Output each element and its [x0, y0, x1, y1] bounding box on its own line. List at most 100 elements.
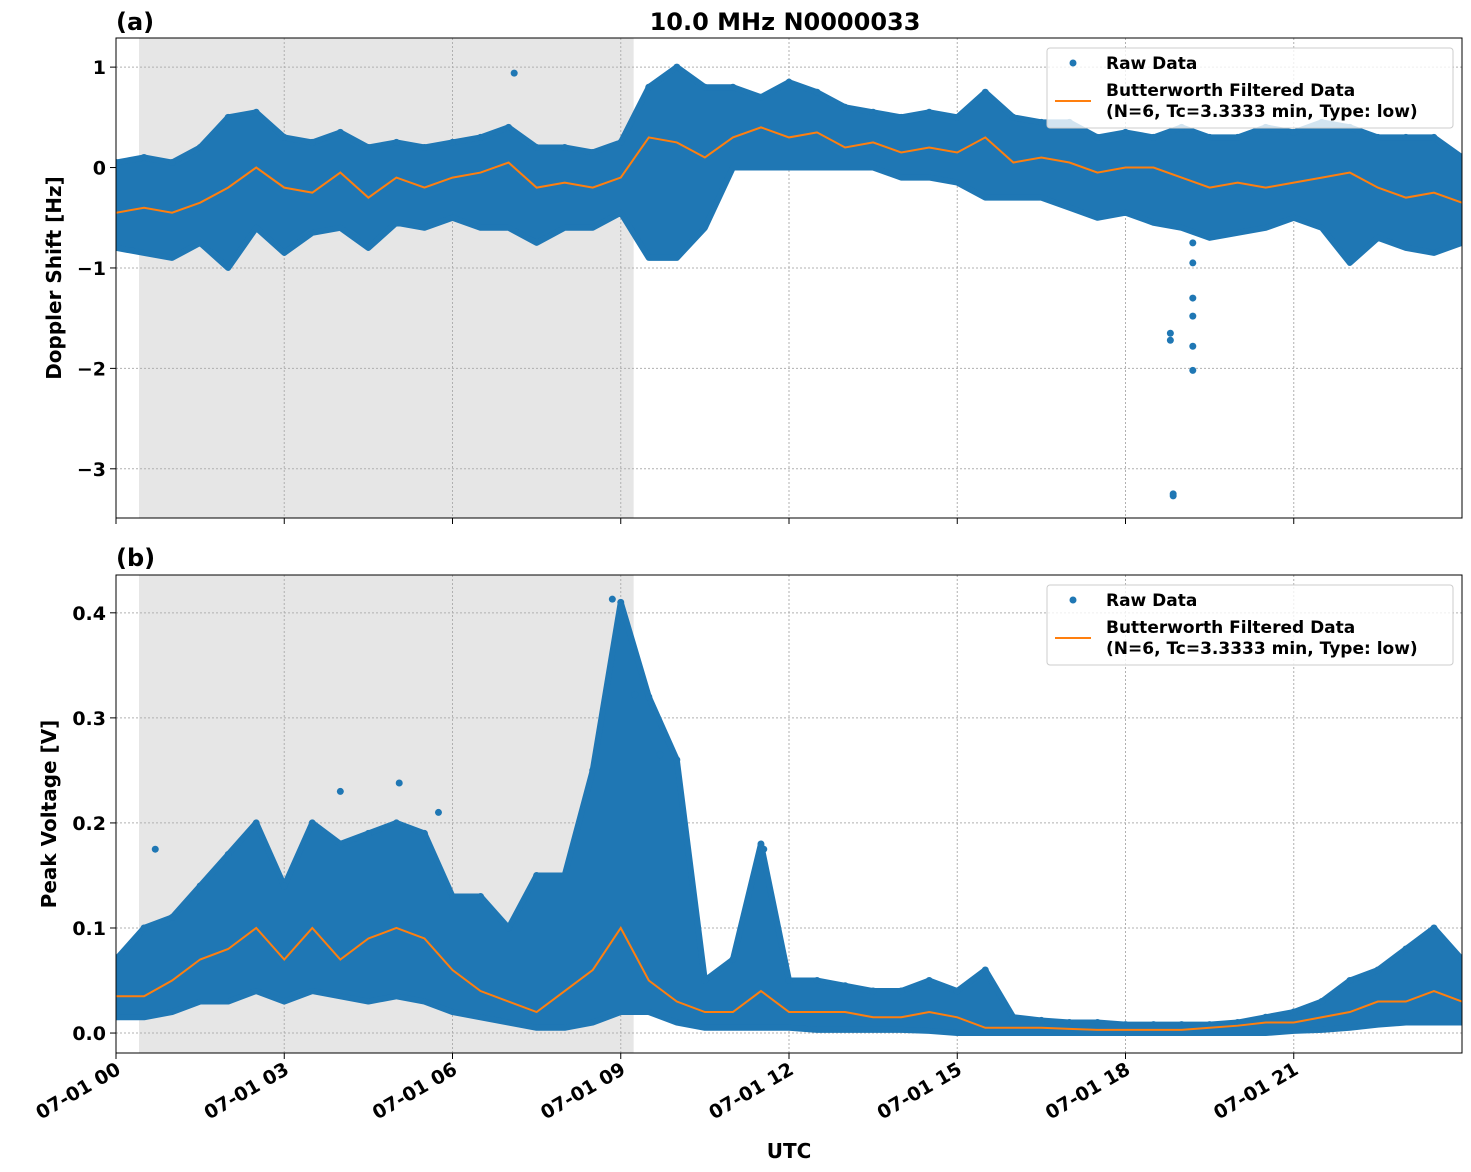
raw-data-point: [1430, 133, 1438, 141]
raw-data-point: [1458, 153, 1462, 161]
raw-data-point: [1206, 133, 1214, 141]
raw-data-point: [981, 966, 989, 974]
raw-data-band: [116, 64, 1462, 271]
raw-data-point: [140, 153, 148, 161]
raw-data-point: [813, 88, 821, 96]
x-tick-label: 07-01 09: [537, 1058, 629, 1124]
raw-data-point: [1150, 133, 1158, 141]
axes-frame: [115, 574, 1463, 1054]
raw-data-point: [364, 829, 372, 837]
raw-data-point: [168, 913, 176, 921]
filtered-data-line: [116, 926, 1462, 1031]
raw-data-point: [1346, 977, 1354, 985]
raw-data-point: [392, 138, 400, 146]
raw-data-point: [925, 977, 933, 985]
plot-area: [116, 595, 1462, 1037]
legend-raw-marker: [1069, 596, 1077, 604]
raw-data-point: [785, 78, 793, 86]
raw-data-point: [196, 882, 204, 890]
raw-data-outlier-point: [1166, 336, 1174, 344]
y-tick-label: 0.2: [72, 813, 106, 835]
filtered-data-line: [116, 126, 1462, 214]
raw-data-outlier-point: [510, 69, 518, 77]
raw-data-point: [533, 871, 541, 879]
legend-raw-label: Raw Data: [1106, 591, 1197, 611]
raw-data-point: [1037, 1016, 1045, 1024]
raw-data-outlier-point: [1189, 294, 1197, 302]
raw-data-outlier-point: [1189, 312, 1197, 320]
raw-data-point: [1458, 956, 1462, 964]
y-tick-label: 1: [93, 57, 106, 79]
raw-data-point: [673, 63, 681, 71]
raw-data-point: [1150, 1021, 1158, 1029]
raw-data-point: [420, 829, 428, 837]
raw-data-point: [336, 840, 344, 848]
y-tick-label: 0.0: [72, 1023, 106, 1045]
panel-a-axes: 1 0 −1 −2 −3 Raw Data Butterworth Filtered Dat…: [77, 37, 1463, 524]
raw-data-point: [1093, 1019, 1101, 1027]
raw-data-point: [224, 113, 232, 121]
raw-data-point: [617, 138, 625, 146]
y-axis-label-a: Doppler Shift [Hz]: [42, 176, 66, 380]
raw-data-point: [280, 133, 288, 141]
raw-data-outlier-point: [656, 751, 664, 759]
raw-data-point: [1065, 1019, 1073, 1027]
raw-data-outlier-point: [608, 595, 616, 603]
raw-data-point: [785, 977, 793, 985]
y-tick-label: −2: [77, 358, 106, 380]
legend: Raw Data Butterworth Filtered Data(N=6, T…: [1046, 47, 1454, 129]
raw-data-outlier-point: [1189, 239, 1197, 247]
raw-data-point: [477, 133, 485, 141]
raw-data-point: [449, 138, 456, 146]
legend-filtered-label: Butterworth Filtered Data: [1106, 81, 1355, 101]
raw-data-point: [813, 977, 821, 985]
raw-data-point: [196, 143, 204, 151]
panel-a-label: (a): [116, 8, 154, 36]
raw-data-point: [252, 819, 260, 827]
raw-data-point: [1374, 133, 1382, 141]
raw-data-point: [364, 143, 372, 151]
raw-data-point: [1402, 133, 1410, 141]
y-tick-label: 0: [93, 158, 106, 180]
raw-data-point: [953, 113, 961, 121]
raw-data-point: [589, 148, 597, 156]
raw-data-point: [1374, 966, 1382, 974]
raw-data-point: [392, 819, 400, 827]
raw-data-outlier-point: [1189, 366, 1197, 374]
raw-data-point: [729, 83, 737, 91]
raw-data-point: [589, 766, 597, 774]
x-tick-label: 07-01 15: [873, 1058, 965, 1124]
raw-data-point: [224, 850, 232, 858]
raw-data-point: [336, 128, 344, 136]
raw-data-point: [617, 598, 625, 606]
raw-data-outlier-point: [1189, 259, 1197, 267]
raw-data-point: [757, 93, 765, 101]
plot-area: [116, 63, 1462, 500]
raw-data-point: [701, 977, 709, 985]
raw-data-outlier-point: [395, 779, 403, 787]
raw-data-point: [701, 83, 709, 91]
y-tick-label: 0.3: [72, 708, 106, 730]
raw-data-point: [1430, 924, 1438, 932]
raw-data-point: [1234, 1019, 1242, 1027]
raw-data-point: [116, 956, 120, 964]
raw-data-outlier-point: [336, 787, 344, 795]
raw-data-point: [449, 892, 456, 900]
x-tick-label: 07-01 18: [1042, 1058, 1134, 1124]
panel-b-axes: 0.0 0.1 0.2 0.3 0.4 07-01 00 07-01 03 07-01 06 0…: [32, 574, 1463, 1124]
y-tick-label: −3: [77, 459, 106, 481]
raw-data-point: [168, 159, 176, 167]
raw-data-point: [757, 840, 765, 848]
raw-data-outlier-point: [1169, 492, 1177, 500]
raw-data-outlier-point: [151, 845, 159, 853]
raw-data-point: [1234, 133, 1242, 141]
raw-data-point: [561, 143, 569, 151]
raw-data-point: [1122, 128, 1129, 136]
raw-data-point: [1262, 1013, 1270, 1021]
raw-data-point: [1178, 1021, 1186, 1029]
legend-filtered-label: Butterworth Filtered Data: [1106, 618, 1355, 638]
raw-data-point: [280, 882, 288, 890]
x-tick-label: 07-01 03: [200, 1058, 292, 1124]
raw-data-point: [897, 987, 905, 995]
raw-data-outlier-point: [1189, 342, 1197, 350]
